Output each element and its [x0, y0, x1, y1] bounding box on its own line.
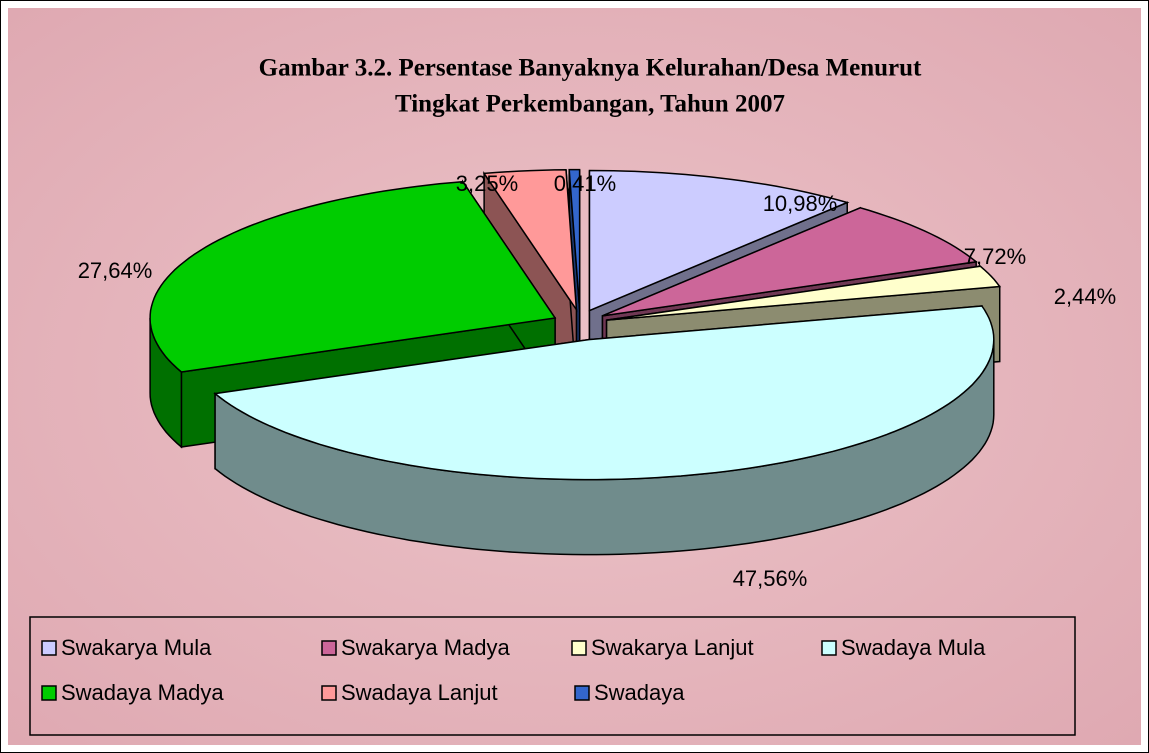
- data-label: 2,44%: [1054, 284, 1116, 309]
- chart-title: Tingkat Perkembangan, Tahun 2007: [395, 91, 785, 118]
- legend-swatch: [821, 640, 837, 656]
- data-label: 47,56%: [733, 566, 808, 591]
- legend-swatch: [574, 685, 590, 701]
- legend-label: Swadaya Mula: [841, 635, 986, 660]
- slice: [213, 305, 995, 556]
- data-label: 7,72%: [964, 244, 1026, 269]
- slice-top: [568, 168, 581, 310]
- legend-label: Swakarya Mula: [61, 635, 212, 660]
- data-label: 10,98%: [763, 191, 838, 216]
- slice-top: [213, 305, 995, 481]
- legend-swatch: [571, 640, 587, 656]
- legend-swatch: [41, 640, 57, 656]
- data-label: 0,41%: [554, 171, 616, 196]
- legend-box: [29, 616, 1076, 736]
- chart-title: Gambar 3.2. Persentase Banyaknya Kelurah…: [259, 55, 922, 82]
- legend-label: Swadaya Lanjut: [341, 680, 498, 705]
- legend-swatch: [321, 685, 337, 701]
- slice-top: [606, 265, 1002, 321]
- legend-label: Swadaya Madya: [61, 680, 224, 705]
- slice-top: [588, 169, 850, 312]
- slice-top: [482, 169, 578, 313]
- slice-top: [602, 207, 979, 317]
- legend-swatch: [41, 685, 57, 701]
- data-label: 27,64%: [78, 258, 153, 283]
- data-label: 3,25%: [456, 171, 518, 196]
- legend-label: Swakarya Madya: [341, 635, 511, 660]
- legend-swatch: [321, 640, 337, 656]
- legend-label: Swakarya Lanjut: [591, 635, 754, 660]
- legend-label: Swadaya: [594, 680, 685, 705]
- slice-top: [149, 180, 557, 373]
